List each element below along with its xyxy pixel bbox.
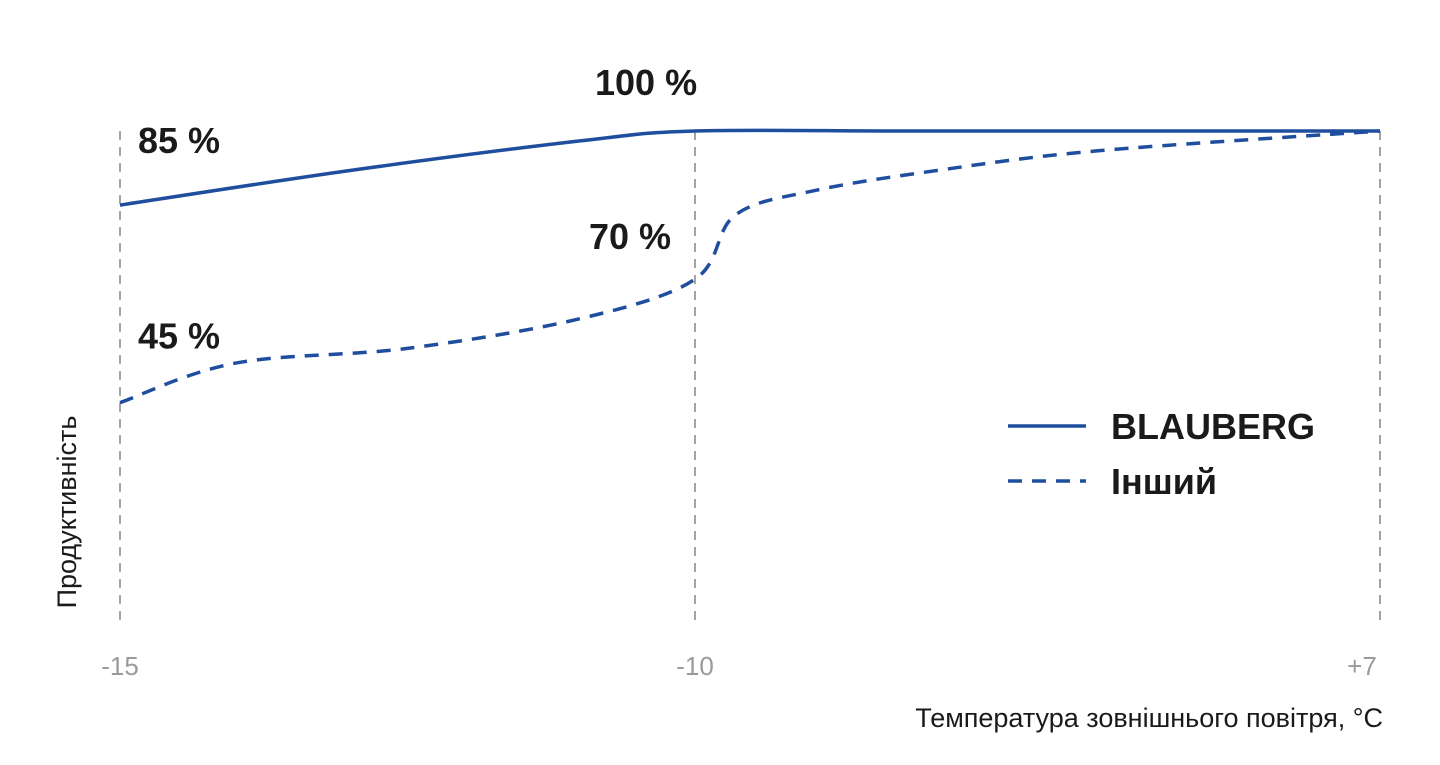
series-lines	[119, 128, 1381, 405]
series-line-blauberg	[119, 128, 1380, 207]
x-tick-label: -15	[101, 651, 139, 681]
y-axis-label: Продуктивність	[52, 416, 82, 609]
x-axis-label: Температура зовнішнього повітря, °C	[915, 703, 1383, 733]
annotation-45: 45 %	[138, 316, 220, 357]
annotation-85: 85 %	[138, 120, 220, 161]
legend-label-blauberg: BLAUBERG	[1111, 406, 1315, 447]
grid-lines	[119, 131, 1381, 625]
x-tick-label: +7	[1347, 651, 1377, 681]
annotation-70: 70 %	[589, 216, 671, 257]
x-tick-label: -10	[676, 651, 714, 681]
annotation-100: 100 %	[595, 62, 697, 103]
series-line-other	[119, 129, 1381, 405]
legend: BLAUBERG Інший	[1008, 406, 1315, 502]
legend-label-other: Інший	[1111, 461, 1217, 502]
